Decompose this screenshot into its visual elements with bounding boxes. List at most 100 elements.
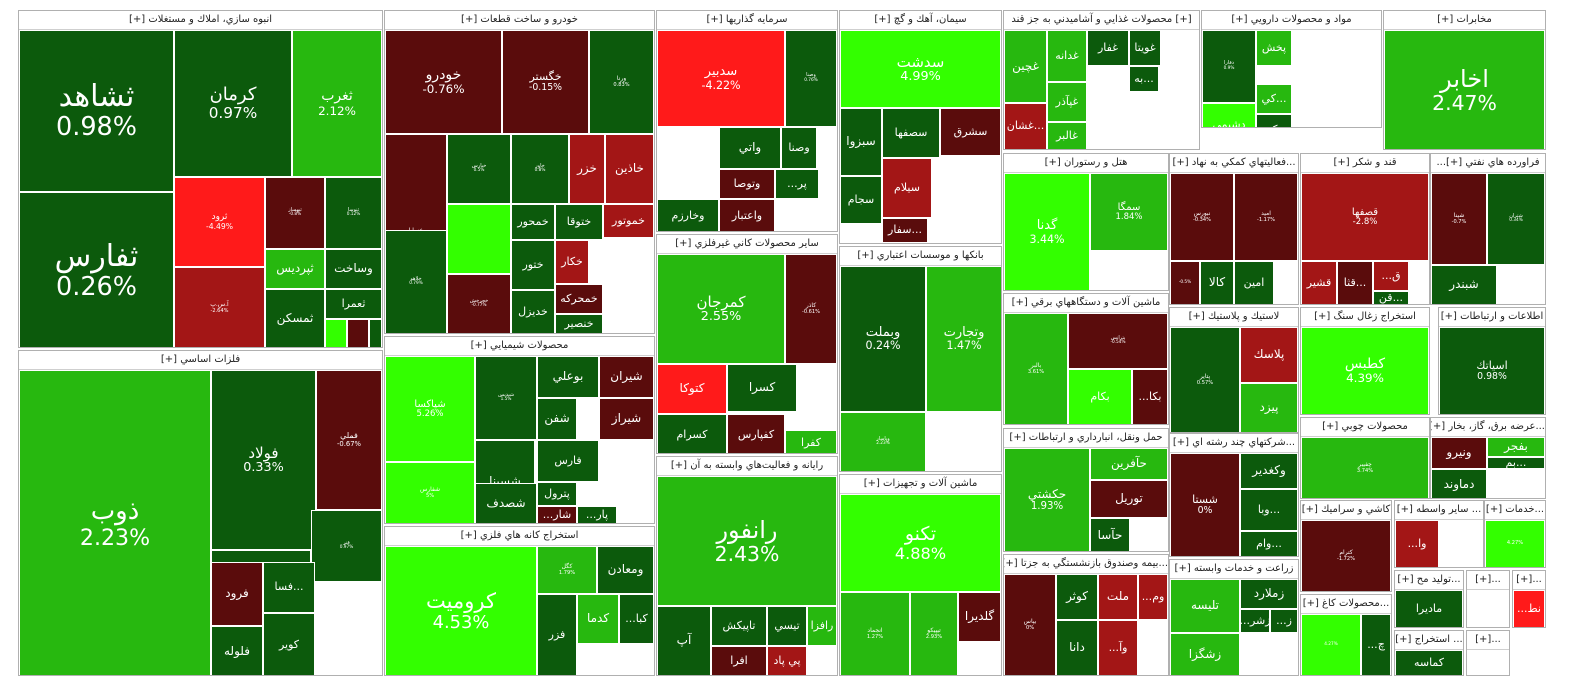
stock-tile[interactable]: شصدف	[475, 483, 537, 523]
stock-tile[interactable]: شپاكسا 5.26%	[385, 356, 475, 462]
stock-tile[interactable]: وام...	[1240, 531, 1298, 556]
stock-tile[interactable]: ثمسكن	[265, 289, 325, 347]
stock-tile[interactable]: ورنا 0.83%	[589, 30, 654, 134]
stock-tile[interactable]: كاذر -0.61%	[785, 254, 837, 364]
sector-title[interactable]: قند و شكر [+]	[1301, 154, 1429, 173]
sector-title[interactable]: اطلاعات و ارتباطات [+]	[1439, 308, 1545, 327]
stock-tile[interactable]: پتاير 0.57%	[1170, 327, 1240, 432]
stock-tile[interactable]: فسا...	[263, 562, 315, 613]
stock-tile[interactable]: ثرود -4.49%	[174, 177, 265, 267]
stock-tile[interactable]: فرود	[211, 562, 263, 626]
stock-tile[interactable]: ونيرو	[1431, 437, 1487, 469]
stock-tile[interactable]: پخش	[1256, 30, 1292, 66]
stock-tile[interactable]: تيپيكو 2.93%	[910, 592, 958, 675]
stock-tile[interactable]: ...زشر	[1240, 609, 1270, 633]
sector-title[interactable]: ...[+]	[1467, 571, 1509, 590]
stock-tile[interactable]: بفجر	[1487, 437, 1545, 457]
stock-tile[interactable]: به...	[1129, 66, 1159, 92]
sector-title[interactable]: ...عرضه برق، گاز، بخار [+]	[1431, 418, 1545, 437]
stock-tile[interactable]: خنصير	[555, 314, 603, 333]
stock-tile[interactable]: سجام	[840, 176, 882, 224]
stock-tile[interactable]: سدشت 4.99%	[840, 30, 1001, 108]
stock-tile[interactable]: حآفرين	[1090, 448, 1168, 480]
stock-tile[interactable]: كسرا	[727, 364, 797, 412]
stock-tile[interactable]: 4.27%	[1485, 520, 1545, 567]
stock-tile[interactable]: بوعلي	[537, 356, 599, 398]
stock-tile[interactable]: ملت	[1098, 574, 1138, 620]
stock-tile[interactable]: ...بكا	[1132, 369, 1168, 424]
stock-tile[interactable]: پلاسك	[1240, 327, 1298, 383]
stock-tile[interactable]: رانفور 2.43%	[657, 476, 837, 606]
sector-title[interactable]: بانكها و موسسات اعتباري [+]	[840, 247, 1001, 266]
stock-tile[interactable]: شپنا -0.7%	[1431, 173, 1487, 265]
stock-tile[interactable]: قثا...	[1337, 261, 1373, 304]
stock-tile[interactable]: كتوكا	[657, 364, 727, 414]
stock-tile[interactable]: وپاسار 2.23%	[840, 412, 926, 471]
stock-tile[interactable]: انجماد 1.27%	[840, 592, 910, 675]
sector-title[interactable]: فلزات اساسي [+]	[19, 351, 382, 370]
stock-tile[interactable]: كالا	[1200, 261, 1234, 304]
sector-title[interactable]: ...محصولات كاغ [+]	[1301, 595, 1391, 614]
stock-tile[interactable]: خزر	[569, 134, 605, 204]
stock-tile[interactable]: غشان...	[1004, 103, 1047, 149]
stock-tile[interactable]: ثغرب 2.12%	[292, 30, 382, 177]
stock-tile[interactable]: ...وا	[1395, 520, 1439, 567]
stock-tile[interactable]: 4.27%	[1301, 614, 1361, 675]
stock-tile[interactable]: وصنا	[781, 127, 817, 169]
stock-tile[interactable]: پيزد	[1240, 383, 1298, 432]
stock-tile[interactable]: ومعادن	[597, 546, 654, 594]
stock-tile[interactable]: فزر	[537, 594, 577, 675]
stock-tile[interactable]: چفيبر 3.74%	[1301, 437, 1429, 498]
stock-tile[interactable]: فملي -0.67%	[316, 370, 382, 510]
sector-title[interactable]: ...[+]	[1467, 631, 1509, 650]
stock-tile[interactable]: فولاد 0.33%	[211, 370, 316, 550]
sector-title[interactable]: ماشين آلات و دستگاههاي برقي [+]	[1004, 294, 1168, 313]
stock-tile[interactable]: كي...	[1256, 84, 1292, 114]
stock-tile[interactable]	[369, 319, 382, 347]
stock-tile[interactable]: كمرجان 2.55%	[657, 254, 785, 364]
stock-tile[interactable]: شيراز	[599, 398, 654, 440]
stock-tile[interactable]: پي پاد	[767, 646, 807, 675]
sector-title[interactable]: انبوه سازي، املاك و مستغلات [+]	[19, 11, 382, 30]
stock-tile[interactable]: افرا	[711, 646, 767, 675]
stock-tile[interactable]: كسرام	[657, 414, 727, 453]
stock-tile[interactable]: غپآذر	[1047, 82, 1087, 122]
stock-tile[interactable]: بكام	[1068, 369, 1132, 424]
stock-tile[interactable]: خودرو -0.76%	[385, 30, 502, 134]
stock-tile[interactable]: خمحور	[511, 204, 555, 240]
stock-tile[interactable]: ...كبا	[619, 594, 654, 644]
stock-tile[interactable]: سشرق	[940, 108, 1001, 156]
sector-title[interactable]: خودرو و ساخت قطعات [+]	[385, 11, 654, 30]
stock-tile[interactable]: ثعمرا	[325, 289, 382, 319]
stock-tile[interactable]: خپارس 0.5%	[447, 134, 511, 204]
stock-tile[interactable]: ...ق	[1373, 261, 1409, 291]
stock-tile[interactable]: قشير	[1301, 261, 1337, 304]
stock-tile[interactable]: ...چ	[1361, 614, 1391, 675]
stock-tile[interactable]: شيران	[599, 356, 654, 398]
stock-tile[interactable]: شتران 0.34%	[1487, 173, 1545, 265]
stock-tile[interactable]: سدبير -4.22%	[657, 30, 785, 127]
stock-tile[interactable]: خچرخش -0.77%	[447, 274, 511, 333]
stock-tile[interactable]: غالبر	[1047, 122, 1087, 149]
stock-tile[interactable]: تليسه	[1170, 579, 1240, 633]
stock-tile[interactable]: ختوقا	[555, 204, 603, 240]
stock-tile[interactable]: زشگزا	[1170, 633, 1240, 675]
sector-title[interactable]: فراورده هاي نفتي [+]...	[1431, 154, 1545, 173]
stock-tile[interactable]: غفار	[1087, 30, 1129, 66]
sector-title[interactable]: مخابرات [+]	[1384, 11, 1545, 30]
stock-tile[interactable]: وساخت	[325, 249, 382, 289]
stock-tile[interactable]: تاپيكش	[711, 606, 767, 646]
sector-title[interactable]: كاشي و سراميك [+]	[1301, 501, 1391, 520]
stock-tile[interactable]: خكار	[555, 240, 589, 284]
stock-tile[interactable]: شفارس 5%	[385, 462, 475, 523]
stock-tile[interactable]: حكشتي 1.93%	[1004, 448, 1090, 551]
stock-tile[interactable]: كفپارس	[727, 414, 785, 453]
stock-tile[interactable]: بركت	[1256, 114, 1292, 127]
sector-title[interactable]: ...خدمات [+]	[1485, 501, 1545, 520]
stock-tile[interactable]	[447, 204, 511, 274]
stock-tile[interactable]: كترام -1.72%	[1301, 520, 1391, 591]
stock-tile[interactable]: ثشاهد 0.98%	[19, 30, 174, 192]
stock-tile[interactable]: سبزوا	[840, 108, 882, 176]
stock-tile[interactable]: كدما	[577, 594, 619, 644]
sector-title[interactable]: حمل ونقل، انبارداري و ارتباطات [+]	[1004, 429, 1168, 448]
